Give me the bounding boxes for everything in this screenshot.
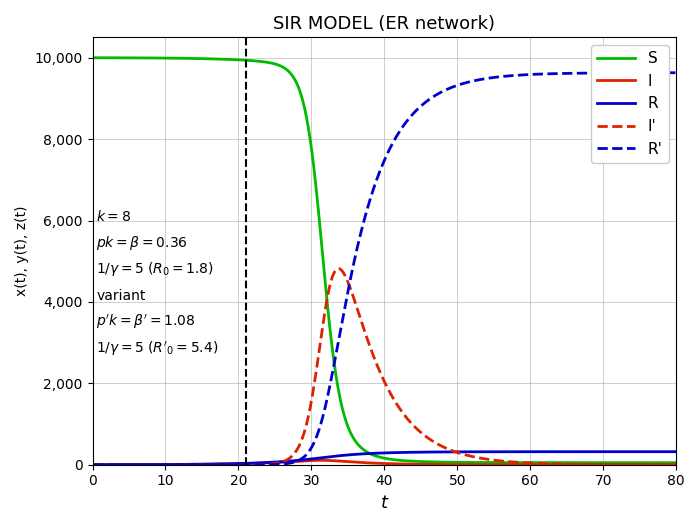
Line: R: R [92,452,676,465]
Line: S: S [92,58,676,463]
R [382,450,391,456]
R [314,455,323,461]
R [672,448,680,455]
I' [632,462,640,468]
Text: $k = 8$: $k = 8$ [96,209,131,224]
Line: I: I [92,460,676,465]
Line: I': I' [92,269,676,465]
I [456,462,464,468]
Legend: S, I, R, I', R': S, I, R, I', R' [591,45,668,163]
R' [663,70,671,76]
I' [334,266,342,272]
Text: $p'k = \beta' = 1.08$: $p'k = \beta' = 1.08$ [96,313,196,331]
I' [314,351,323,357]
R' [456,81,464,87]
R [88,462,97,468]
R' [672,70,680,76]
R' [631,70,640,76]
S [456,459,464,465]
I [383,461,391,467]
R' [622,70,631,76]
S [88,55,97,61]
R [456,448,464,455]
S [663,460,671,466]
I [317,457,326,463]
Title: SIR MODEL (ER network): SIR MODEL (ER network) [274,15,496,33]
I [88,462,97,468]
I [623,462,631,468]
S [382,455,391,462]
S [631,460,640,466]
X-axis label: t: t [381,494,388,512]
Text: variant: variant [96,289,146,303]
I [314,457,323,463]
S [314,210,323,217]
Line: R': R' [92,73,676,465]
Text: $1/\gamma = 5\;(R_0 = 1.8)$: $1/\gamma = 5\;(R_0 = 1.8)$ [96,260,214,278]
R' [88,462,97,468]
I' [456,450,464,456]
Text: $1/\gamma = 5\;(R'_0 = 5.4)$: $1/\gamma = 5\;(R'_0 = 5.4)$ [96,339,218,358]
S [672,460,680,466]
I [632,462,640,468]
R [663,448,671,455]
I' [672,462,680,468]
I' [383,384,391,390]
R [631,448,640,455]
R [622,448,631,455]
Y-axis label: x(t), y(t), z(t): x(t), y(t), z(t) [15,206,29,296]
R' [382,152,391,159]
R' [314,427,323,434]
I [672,462,680,468]
Text: $pk = \beta = 0.36$: $pk = \beta = 0.36$ [96,234,188,252]
I' [88,462,97,468]
S [622,460,631,466]
I' [623,462,631,468]
I [663,462,671,468]
I' [663,462,671,468]
